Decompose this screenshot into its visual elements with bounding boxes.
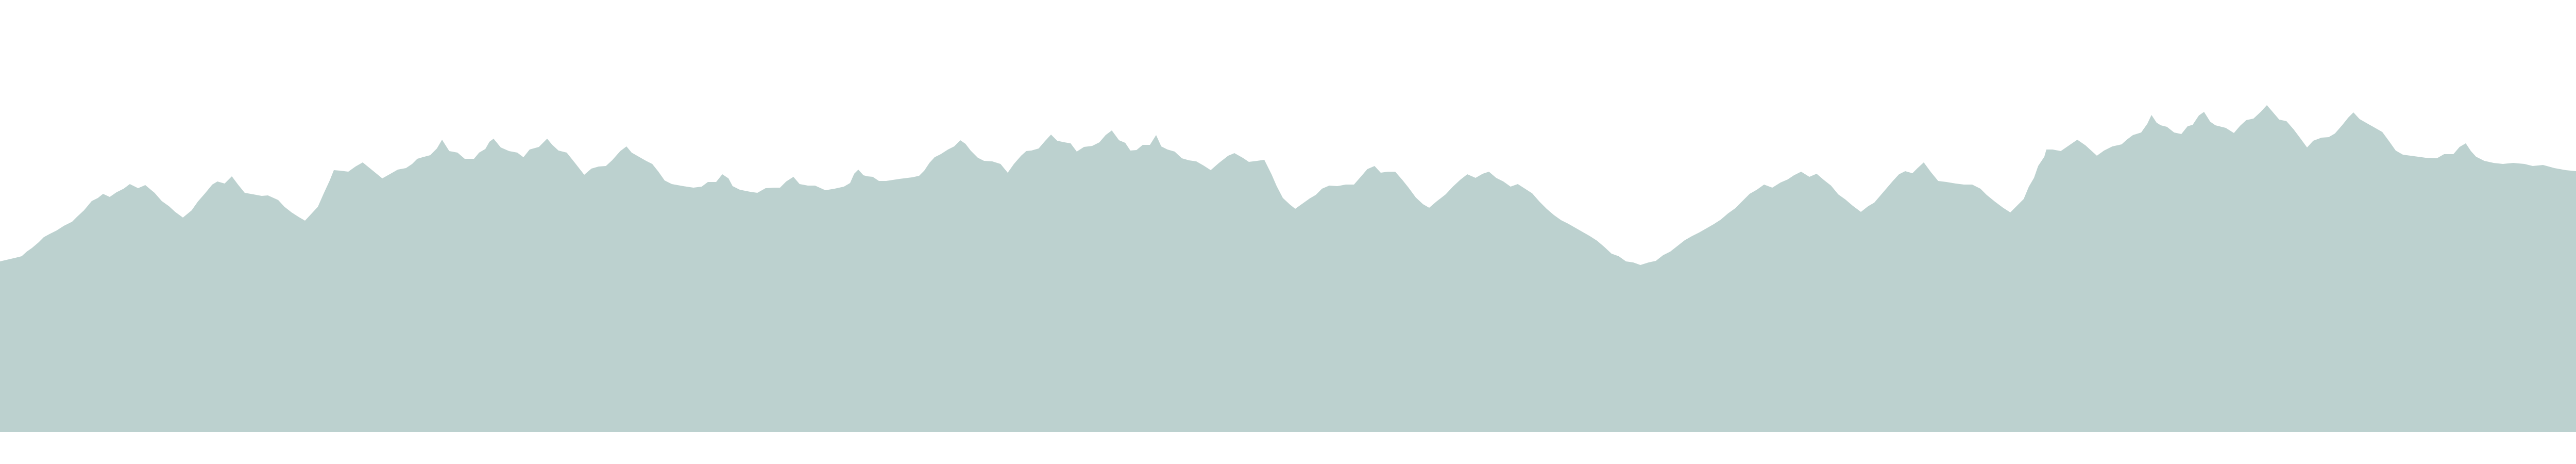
terrain-shape [0, 105, 2576, 432]
